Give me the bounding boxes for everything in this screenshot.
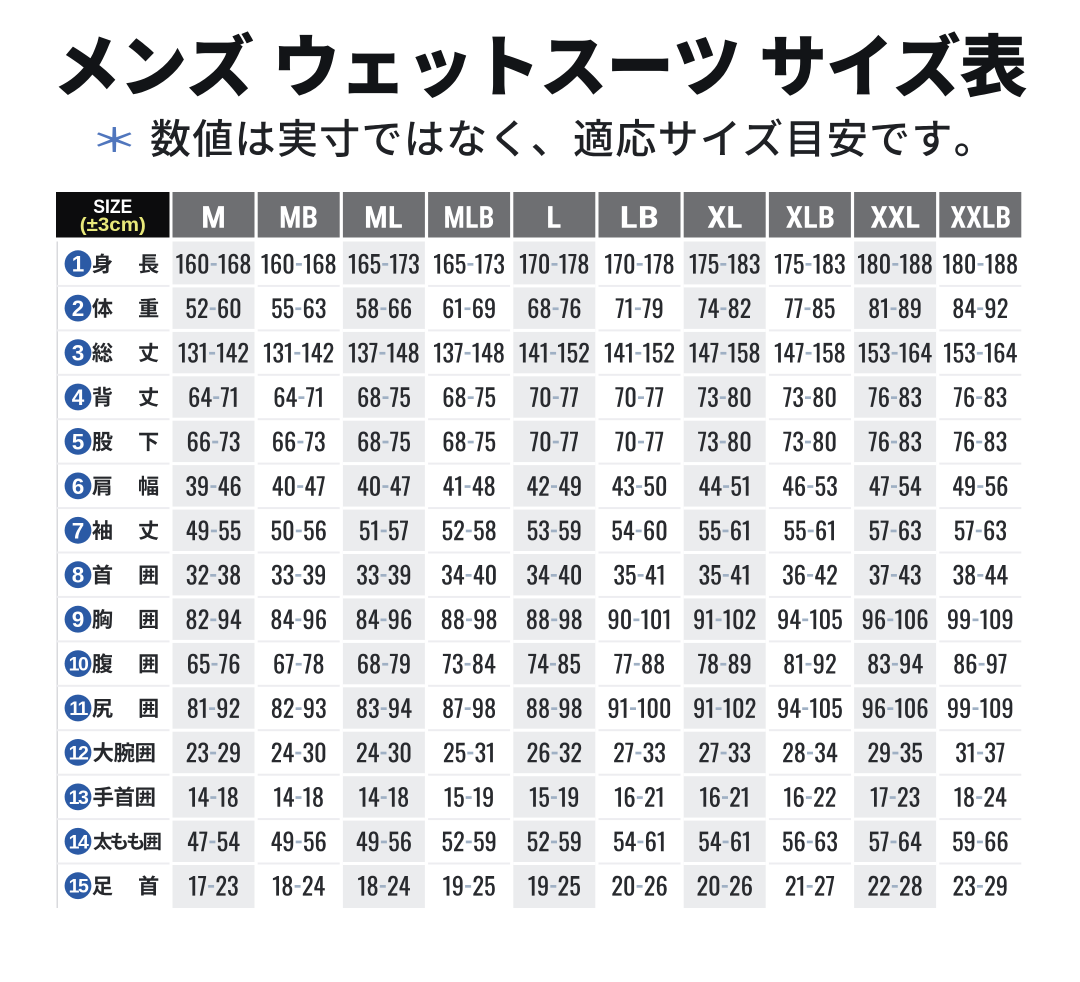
svg-text:3: 3 [72,341,85,366]
svg-text:10: 10 [69,654,89,676]
svg-text:13: 13 [69,787,89,809]
svg-text:SIZE: SIZE [93,197,132,218]
svg-text:1: 1 [72,252,85,277]
svg-text:5: 5 [72,429,85,454]
svg-text:8: 8 [72,563,85,588]
svg-text:14: 14 [69,831,89,853]
svg-text:4: 4 [72,385,85,410]
svg-text:(±3cm): (±3cm) [80,214,146,236]
svg-text:11: 11 [69,698,88,720]
svg-text:9: 9 [72,607,85,632]
svg-text:15: 15 [69,876,89,898]
svg-text:12: 12 [69,742,89,764]
svg-text:2: 2 [72,296,85,321]
svg-text:6: 6 [72,474,85,499]
svg-text:7: 7 [72,518,85,543]
